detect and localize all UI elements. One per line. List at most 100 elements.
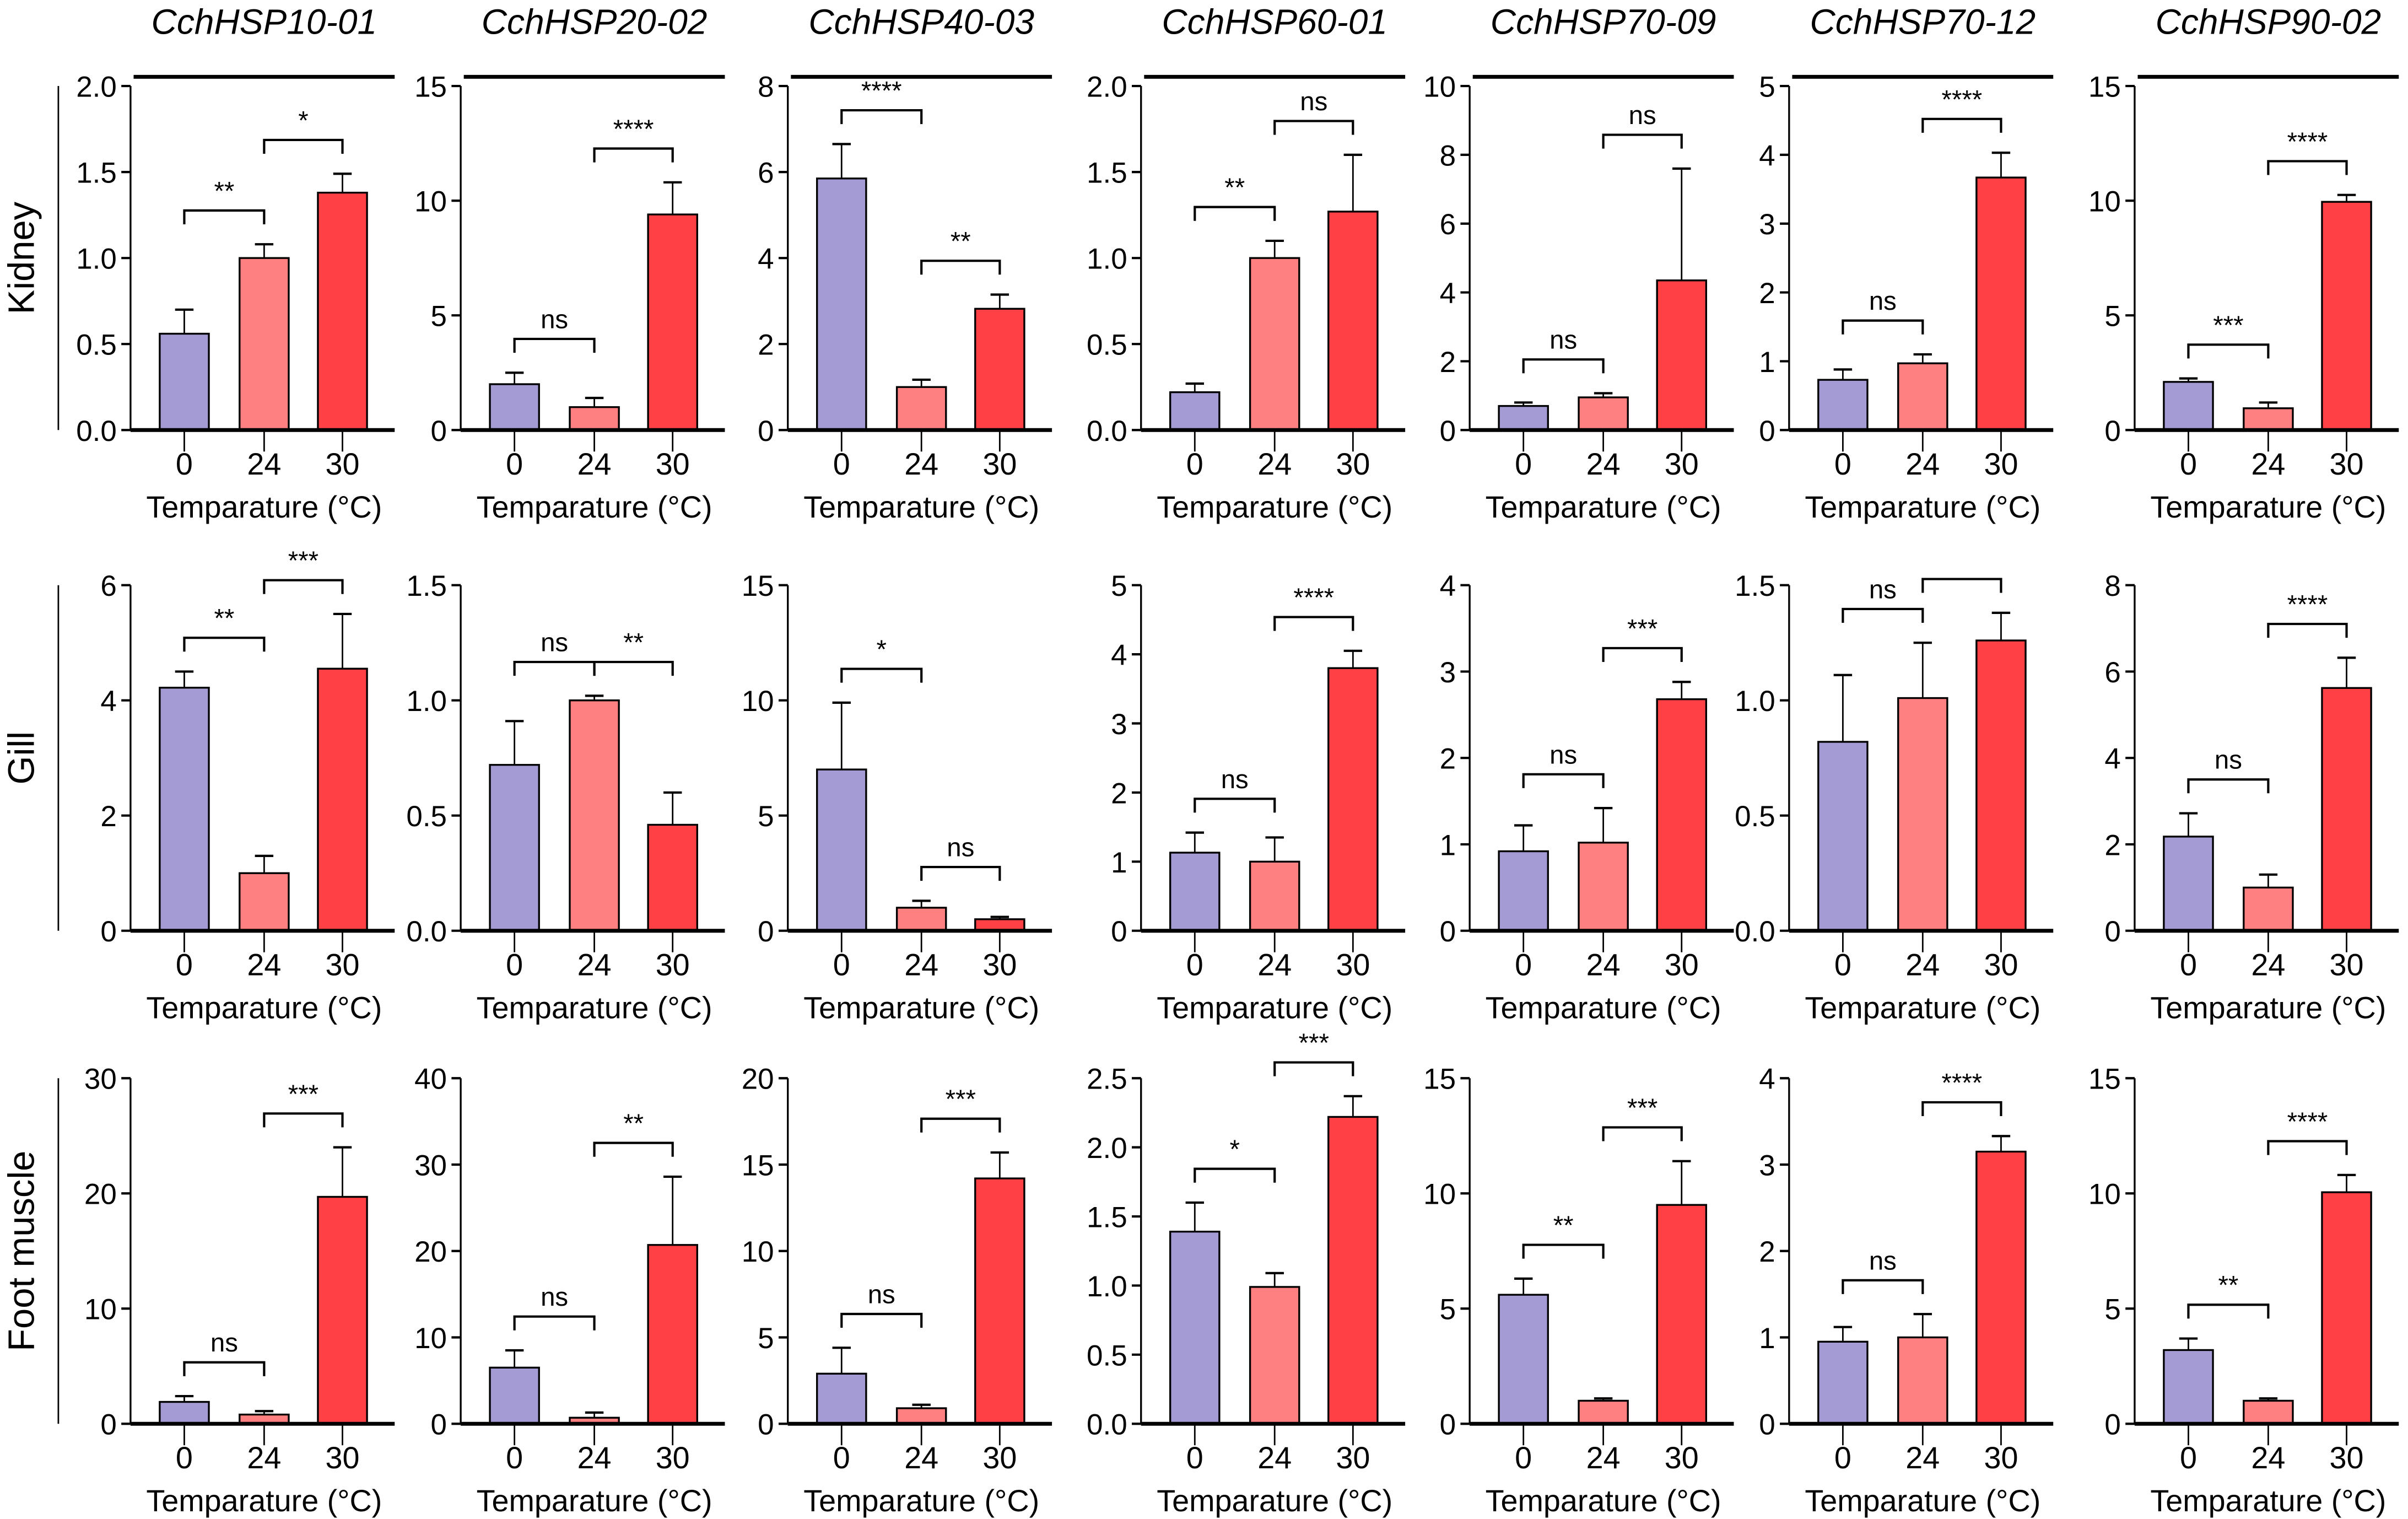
bar-24 xyxy=(895,386,947,431)
x-tick-label: 0 xyxy=(1515,447,1532,481)
panel-kidney-cchhsp60-01: 0.0 0.5 1.0 1.5 2.0 0 24 30 Temparature (°C) ** ns xyxy=(1087,71,1406,524)
x-axis-label: Temparature (°C) xyxy=(803,490,1039,524)
x-tick-label: 24 xyxy=(1905,1441,1940,1475)
bar-24 xyxy=(239,872,290,932)
x-tick-label: 0 xyxy=(1834,1441,1851,1475)
significance-bracket xyxy=(263,1112,344,1128)
x-axis-label: Temparature (°C) xyxy=(1157,991,1392,1025)
significance-label: *** xyxy=(1299,1028,1329,1058)
significance-bracket xyxy=(593,660,674,676)
x-tick-label: 30 xyxy=(1984,1441,2018,1475)
x-tick-label: 24 xyxy=(1257,948,1292,982)
bar-30 xyxy=(1327,1116,1379,1425)
x-tick-label: 0 xyxy=(176,1441,193,1475)
y-tick-label: 10 xyxy=(1423,1178,1456,1211)
x-tick-label: 24 xyxy=(247,447,281,481)
significance-bracket xyxy=(1273,616,1354,631)
bar-0 xyxy=(1498,850,1549,932)
x-tick-label: 30 xyxy=(326,447,360,481)
y-tick-label: 5 xyxy=(758,800,774,833)
bar-0 xyxy=(1169,391,1221,431)
bar-24 xyxy=(1897,697,1948,932)
y-tick-label: 5 xyxy=(2104,1294,2120,1326)
bar-30 xyxy=(1327,211,1379,431)
x-tick-label: 24 xyxy=(904,948,938,982)
y-tick-label: 40 xyxy=(414,1063,447,1096)
panel-foot-muscle-cchhsp40-03: 0 5 10 15 20 0 24 30 Temparature (°C) ns *** xyxy=(742,1063,1052,1518)
x-tick-label: 30 xyxy=(1336,948,1370,982)
x-tick-label: 30 xyxy=(1336,447,1370,481)
gene-title: CchHSP40-03 xyxy=(808,2,1034,41)
gene-title: CchHSP90-02 xyxy=(2156,2,2382,41)
bar-0 xyxy=(1817,741,1869,932)
y-tick-label: 2.0 xyxy=(76,71,117,104)
y-tick-label: 2 xyxy=(758,329,774,362)
significance-bracket xyxy=(840,109,923,125)
y-tick-label: 6 xyxy=(100,570,116,602)
x-tick-label: 30 xyxy=(656,948,690,982)
significance-bracket xyxy=(2267,1140,2348,1155)
y-tick-label: 0 xyxy=(758,1409,774,1441)
x-tick-label: 24 xyxy=(247,1441,281,1475)
y-tick-label: 2.0 xyxy=(1087,1132,1127,1165)
bar-0 xyxy=(1169,852,1221,932)
significance-bracket xyxy=(1842,607,1924,623)
bar-24 xyxy=(895,907,947,932)
significance-bracket xyxy=(513,337,596,353)
y-tick-label: 1.0 xyxy=(406,685,447,718)
y-tick-label: 8 xyxy=(1440,139,1456,172)
x-tick-label: 24 xyxy=(1257,1441,1292,1475)
bar-30 xyxy=(2321,1191,2372,1425)
x-axis-label: Temparature (°C) xyxy=(146,490,382,524)
significance-bracket xyxy=(1842,319,1924,335)
y-tick-label: 10 xyxy=(414,186,447,218)
panel-kidney-cchhsp20-02: 0 5 10 15 0 24 30 Temparature (°C) ns **** xyxy=(414,71,725,524)
significance-label: ** xyxy=(214,604,234,633)
significance-label: * xyxy=(1230,1135,1240,1164)
x-tick-label: 0 xyxy=(833,1441,850,1475)
y-tick-label: 2.5 xyxy=(1087,1063,1127,1096)
y-tick-label: 0.5 xyxy=(406,800,447,833)
gene-title: CchHSP60-01 xyxy=(1162,2,1387,41)
bar-30 xyxy=(1656,698,1708,932)
bar-0 xyxy=(159,687,210,932)
y-tick-label: 0 xyxy=(100,915,116,948)
y-tick-label: 2 xyxy=(1111,777,1127,810)
y-tick-label: 1.0 xyxy=(1087,1270,1127,1303)
significance-label: ns xyxy=(1629,101,1656,130)
significance-bracket xyxy=(263,138,344,154)
y-tick-label: 3 xyxy=(1759,1149,1775,1182)
bar-30 xyxy=(1656,279,1708,431)
y-tick-label: 20 xyxy=(414,1236,447,1268)
x-tick-label: 30 xyxy=(1984,948,2018,982)
significance-label: ** xyxy=(1224,173,1245,202)
y-tick-label: 1.5 xyxy=(1087,157,1127,190)
significance-label: ns xyxy=(868,1280,895,1309)
y-tick-label: 0 xyxy=(1111,915,1127,948)
y-tick-label: 5 xyxy=(2104,300,2120,333)
panel-foot-muscle-cchhsp60-01: 0.0 0.5 1.0 1.5 2.0 2.5 0 24 30 Temparature (°C) *… xyxy=(1087,1028,1406,1518)
significance-bracket xyxy=(593,1141,674,1157)
x-axis-label: Temparature (°C) xyxy=(2150,991,2386,1025)
x-axis-label: Temparature (°C) xyxy=(1805,1484,2040,1518)
bar-24 xyxy=(1578,842,1629,932)
bar-24 xyxy=(2243,407,2294,431)
x-axis-label: Temparature (°C) xyxy=(1486,490,1721,524)
significance-label: ** xyxy=(2218,1271,2238,1300)
panel-gill-cchhsp20-02: 0.0 0.5 1.0 1.5 0 24 30 Temparature (°C) ns ** xyxy=(406,570,725,1025)
x-axis-label: Temparature (°C) xyxy=(146,991,382,1025)
x-tick-label: 24 xyxy=(1586,948,1621,982)
y-tick-label: 4 xyxy=(1440,277,1456,310)
significance-label: ns xyxy=(2215,746,2242,775)
bar-0 xyxy=(2163,381,2214,431)
bar-24 xyxy=(1578,396,1629,431)
x-tick-label: 30 xyxy=(656,1441,690,1475)
bar-30 xyxy=(2321,687,2372,932)
x-tick-label: 0 xyxy=(833,447,850,481)
y-tick-label: 2 xyxy=(1440,743,1456,775)
bar-0 xyxy=(159,332,210,431)
